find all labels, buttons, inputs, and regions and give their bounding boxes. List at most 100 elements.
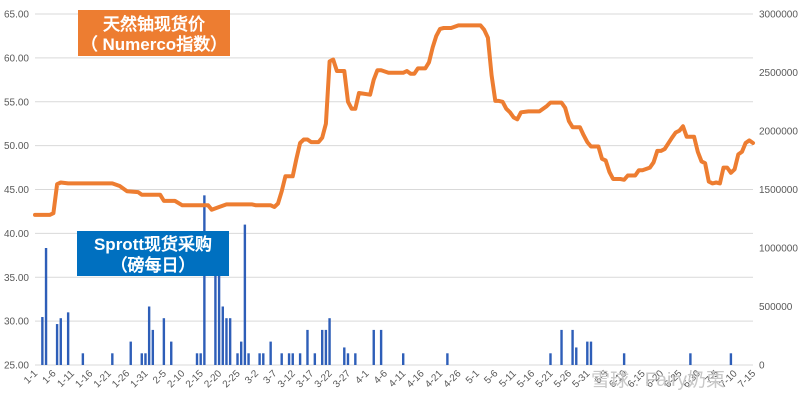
purchase-bar — [225, 318, 228, 365]
x-tick-label: 4-16 — [405, 368, 427, 390]
x-tick-label: 1-11 — [56, 368, 78, 390]
x-tick-label: 2-25 — [221, 368, 243, 390]
purchase-title-box: Sprott现货采购 （磅每日） — [77, 231, 229, 276]
purchase-bar — [560, 329, 563, 365]
purchase-bar — [170, 341, 173, 365]
purchase-bar — [354, 353, 357, 365]
purchase-bar — [195, 353, 199, 365]
left-tick-label: 65.00 — [4, 10, 29, 21]
purchase-bar — [321, 329, 324, 365]
x-tick-label: 1-26 — [110, 368, 132, 390]
left-tick-label: 60.00 — [4, 53, 29, 64]
purchase-bar — [379, 329, 383, 365]
price-title-line1: 天然铀现货价 — [103, 14, 206, 34]
purchase-bar — [622, 353, 626, 365]
right-y-axis-ticks: 0 500000 1000000 1500000 2000000 2500000 30000… — [759, 10, 798, 372]
purchase-bar — [689, 353, 692, 365]
purchase-bar — [258, 353, 261, 365]
price-title-box: 天然铀现货价 （ Numerco指数） — [78, 10, 230, 56]
x-tick-label: 5-1 — [464, 368, 482, 386]
price-line — [33, 23, 755, 217]
price-title-line2: （ Numerco指数） — [81, 34, 227, 54]
purchase-bar — [298, 353, 302, 365]
purchase-bar — [589, 341, 593, 365]
purchase-bar — [729, 353, 733, 365]
purchase-bar — [199, 353, 202, 365]
x-tick-label: 1-31 — [129, 368, 151, 390]
right-tick-label: 1500000 — [759, 185, 798, 196]
purchase-bar — [324, 329, 328, 365]
left-tick-label: 45.00 — [4, 185, 29, 196]
right-tick-label: 2500000 — [759, 68, 798, 79]
purchase-bar — [306, 329, 309, 365]
right-tick-label: 2000000 — [759, 127, 798, 138]
right-tick-label: 0 — [759, 361, 765, 372]
purchase-bar — [346, 353, 350, 365]
purchase-bar — [41, 317, 44, 365]
purchase-bar — [236, 353, 239, 365]
gridlines — [35, 13, 753, 366]
purchase-bar — [575, 347, 578, 365]
left-tick-label: 25.00 — [4, 361, 29, 372]
x-tick-label: 3-27 — [331, 368, 353, 390]
x-tick-label: 4-26 — [442, 368, 464, 390]
purchase-bar — [203, 195, 206, 365]
x-tick-label: 5-26 — [552, 368, 574, 390]
purchase-bar — [571, 329, 574, 365]
purchase-bar — [269, 341, 272, 365]
x-tick-label: 1-16 — [73, 368, 95, 390]
x-tick-label: 2-10 — [165, 368, 187, 390]
purchase-bar — [140, 353, 143, 365]
purchase-bar — [446, 353, 449, 365]
purchase-title-line1: Sprott现货采购 — [94, 234, 212, 254]
purchase-bar — [586, 341, 589, 365]
purchase-bar — [217, 253, 221, 365]
right-tick-label: 1000000 — [759, 244, 798, 255]
right-tick-label: 500000 — [759, 302, 793, 313]
x-tick-label: 3-12 — [276, 368, 298, 390]
purchase-bar — [402, 353, 405, 365]
right-tick-label: 3000000 — [759, 10, 798, 21]
purchase-bar — [81, 353, 85, 365]
purchase-bar — [343, 347, 346, 365]
purchase-bar — [214, 265, 217, 365]
x-tick-label: 4-1 — [354, 368, 372, 386]
x-tick-label: 3-22 — [313, 368, 335, 390]
purchase-bar — [549, 353, 552, 365]
purchase-bar — [144, 353, 147, 365]
x-tick-label: 5-31 — [570, 368, 592, 390]
purchase-bar — [291, 353, 294, 365]
price-series-line — [33, 23, 755, 217]
purchase-bars — [41, 195, 733, 365]
purchase-bar — [151, 329, 155, 365]
left-tick-label: 50.00 — [4, 141, 29, 152]
purchase-bar — [111, 353, 114, 365]
purchase-bar — [239, 341, 243, 365]
watermark: 雪球 : Fairy奶栗 — [591, 369, 725, 391]
purchase-bar — [44, 248, 48, 365]
purchase-bar — [147, 306, 151, 365]
x-tick-label: 1-21 — [92, 368, 114, 390]
left-tick-label: 30.00 — [4, 317, 29, 328]
purchase-bar — [162, 318, 166, 365]
purchase-bar — [328, 318, 331, 365]
x-tick-label: 2-20 — [202, 368, 224, 390]
purchase-bar — [129, 341, 132, 365]
purchase-bar — [262, 353, 265, 365]
left-tick-label: 55.00 — [4, 97, 29, 108]
purchase-bar — [247, 353, 250, 365]
left-tick-label: 40.00 — [4, 229, 29, 240]
purchase-bar — [66, 312, 70, 365]
x-tick-label: 7-15 — [736, 368, 758, 390]
purchase-bar — [287, 353, 291, 365]
x-tick-label: 5-11 — [497, 368, 519, 390]
x-tick-label: 3-2 — [243, 368, 261, 386]
x-tick-label: 4-21 — [423, 368, 445, 390]
purchase-bar — [55, 324, 59, 365]
left-tick-label: 35.00 — [4, 273, 29, 284]
x-tick-label: 5-21 — [534, 368, 556, 390]
left-y-axis-ticks: 25.00 30.00 35.00 40.00 45.00 50.00 55.00 60.00… — [4, 10, 29, 372]
x-tick-label: 2-15 — [184, 368, 206, 390]
purchase-bar — [59, 318, 62, 365]
